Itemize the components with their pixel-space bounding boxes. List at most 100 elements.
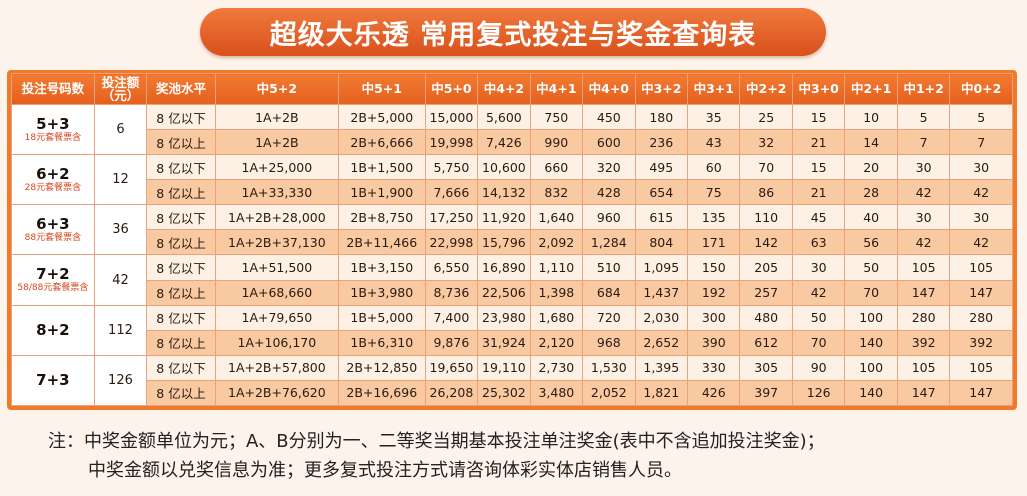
- prize-cell: 205: [739, 254, 793, 281]
- prize-cell: 14,132: [477, 179, 531, 206]
- bet-amount-cell: 112: [93, 304, 148, 356]
- prize-cell: 1A+2B: [214, 103, 339, 131]
- column-header: 中2+1: [844, 73, 898, 105]
- prize-cell: 7,666: [424, 179, 479, 206]
- prize-cell: 30: [949, 204, 1013, 231]
- prize-cell: 5: [896, 103, 951, 131]
- prize-cell: 2B+6,666: [337, 129, 426, 156]
- table-row: 5+3 18元套餐票含 6 8 亿以下 1A+2B 2B+5,000 15,000 5,600…: [11, 103, 1013, 156]
- table-row: 7+2 58/88元套餐票含 42 8 亿以下 1A+51,500 1B+3,150 6,5…: [11, 254, 1013, 306]
- prize-cell: 19,998: [424, 129, 479, 156]
- prize-cell: 392: [949, 329, 1013, 356]
- table-row: 7+3 126 8 亿以下 1A+2B+57,800 2B+12,850 19,650 19…: [11, 354, 1013, 407]
- prize-cell: 126: [791, 379, 846, 407]
- prize-cell: 105: [896, 354, 951, 381]
- bet-amount-cell: 36: [93, 204, 148, 256]
- prize-cell: 2,092: [529, 229, 584, 256]
- prize-cell: 1A+68,660: [214, 279, 339, 306]
- prize-cell: 2B+12,850: [337, 354, 426, 381]
- prize-cell: 2,052: [582, 379, 636, 407]
- prize-cell: 21: [791, 179, 846, 206]
- column-header: 中2+2: [739, 73, 793, 105]
- package-note: 88元套餐票含: [24, 232, 82, 243]
- prize-cell: 2,730: [529, 354, 584, 381]
- prize-cell: 140: [844, 379, 898, 407]
- prize-cell: 236: [634, 129, 689, 156]
- column-header: 中5+0: [424, 73, 479, 105]
- prize-cell: 1A+51,500: [214, 254, 339, 281]
- pool-level-cell: 8 亿以下: [146, 304, 216, 331]
- prize-cell: 1,095: [634, 254, 689, 281]
- column-header: 中3+2: [634, 73, 689, 105]
- prize-cell: 1,821: [634, 379, 689, 407]
- table-row: 8 亿以上 1A+2B+76,620 2B+16,696 26,208 25,302 3,…: [12, 379, 1013, 407]
- prize-cell: 19,650: [424, 354, 479, 381]
- prize-cell: 3,480: [529, 379, 584, 407]
- prize-cell: 300: [687, 304, 741, 331]
- column-header: 奖池水平: [146, 73, 216, 105]
- pool-level-cell: 8 亿以下: [146, 354, 216, 381]
- prize-cell: 21: [791, 129, 846, 156]
- table-row: 8+2 112 8 亿以下 1A+79,650 1B+5,000 7,400 23,980 1…: [11, 304, 1013, 356]
- prize-cell: 180: [634, 103, 689, 131]
- prize-cell: 32: [739, 129, 793, 156]
- prize-cell: 75: [687, 179, 741, 206]
- prize-cell: 105: [949, 254, 1013, 281]
- table-row: 6+2 28元套餐票含 12 8 亿以下 1A+25,000 1B+1,500 5,750 1…: [11, 154, 1013, 206]
- prize-cell: 1,640: [529, 204, 584, 231]
- prize-cell: 28: [844, 179, 898, 206]
- prize-cell: 2,652: [634, 329, 689, 356]
- table-row: 8 亿以上 1A+106,170 1B+6,310 9,876 31,924 2,120 9…: [12, 329, 1013, 356]
- prize-cell: 142: [739, 229, 793, 256]
- prize-cell: 257: [739, 279, 793, 306]
- prize-cell: 2B+16,696: [337, 379, 426, 407]
- prize-cell: 8,736: [424, 279, 479, 306]
- prize-cell: 750: [529, 103, 584, 131]
- prize-cell: 14: [844, 129, 898, 156]
- page-title: 超级大乐透 常用复式投注与奖金查询表: [200, 8, 826, 56]
- prize-cell: 1B+1,900: [337, 179, 426, 206]
- prize-cell: 1A+2B+28,000: [214, 204, 339, 231]
- footnote: 注：中奖金额单位为元；A、B分别为一、二等奖当期基本投注单注奖金(表中不含追加投…: [48, 427, 1008, 485]
- bet-amount-cell: 126: [93, 354, 148, 407]
- bet-amount-cell: 6: [93, 103, 148, 156]
- prize-cell: 2,030: [634, 304, 689, 331]
- prize-cell: 1A+2B+76,620: [214, 379, 339, 407]
- prize-cell: 43: [687, 129, 741, 156]
- prize-cell: 100: [844, 354, 898, 381]
- prize-cell: 10,600: [477, 154, 531, 181]
- prize-cell: 147: [949, 279, 1013, 306]
- prize-cell: 660: [529, 154, 584, 181]
- prize-cell: 30: [896, 154, 951, 181]
- prize-cell: 600: [582, 129, 636, 156]
- prize-cell: 1,284: [582, 229, 636, 256]
- prize-cell: 1,110: [529, 254, 584, 281]
- prize-cell: 654: [634, 179, 689, 206]
- table-row: 8 亿以上 1A+33,330 1B+1,900 7,666 14,132 832 428 6…: [12, 179, 1013, 206]
- prize-cell: 7: [896, 129, 951, 156]
- prize-cell: 495: [634, 154, 689, 181]
- prize-cell: 19,110: [477, 354, 531, 381]
- pool-level-cell: 8 亿以上: [146, 379, 216, 407]
- prize-cell: 397: [739, 379, 793, 407]
- prize-cell: 1B+6,310: [337, 329, 426, 356]
- prize-cell: 1,395: [634, 354, 689, 381]
- table-header-row: 投注号码数 投注额（元） 奖池水平 中5+2 中5+1 中5+0 中4+2 中4+1 中4+0 中…: [11, 73, 1013, 105]
- package-note: 58/88元套餐票含: [17, 283, 89, 294]
- prize-cell: 70: [791, 329, 846, 356]
- prize-cell: 42: [949, 229, 1013, 256]
- prize-cell: 1,530: [582, 354, 636, 381]
- prize-cell: 9,876: [424, 329, 479, 356]
- combo-cell: 7+2 58/88元套餐票含: [11, 254, 95, 306]
- prize-cell: 510: [582, 254, 636, 281]
- prize-cell: 11,920: [477, 204, 531, 231]
- prize-cell: 15,000: [424, 103, 479, 131]
- prize-cell: 110: [739, 204, 793, 231]
- table-row: 8 亿以上 1A+68,660 1B+3,980 8,736 22,506 1,398 68…: [12, 279, 1013, 306]
- prize-cell: 330: [687, 354, 741, 381]
- combo-label: 6+3: [36, 214, 70, 233]
- prize-cell: 22,998: [424, 229, 479, 256]
- prize-cell: 63: [791, 229, 846, 256]
- combo-label: 7+2: [36, 265, 70, 284]
- prize-cell: 90: [791, 354, 846, 381]
